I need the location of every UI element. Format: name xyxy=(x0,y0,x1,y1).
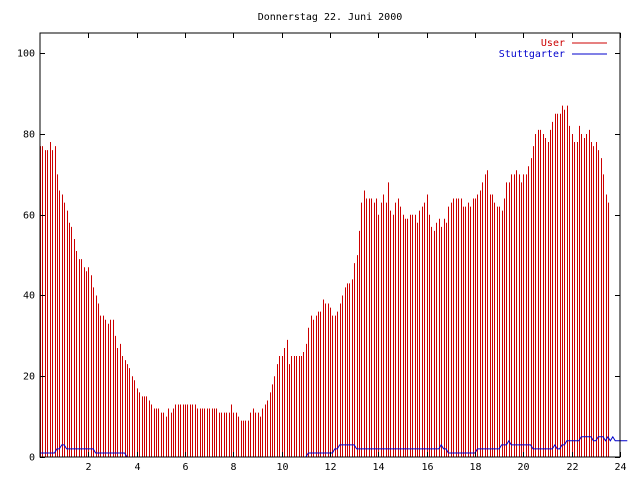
stuttgarter-line-group xyxy=(40,435,628,458)
y-tick-label: 0 xyxy=(29,453,35,464)
y-tick-label: 60 xyxy=(23,211,35,222)
x-tick-label: 22 xyxy=(566,462,578,473)
legend-label-user: User xyxy=(541,38,565,49)
y-tick-label: 80 xyxy=(23,130,35,141)
x-tick-label: 8 xyxy=(230,462,236,473)
x-tick-label: 16 xyxy=(421,462,433,473)
x-tick-label: 4 xyxy=(134,462,140,473)
x-tick-label: 24 xyxy=(614,462,626,473)
y-tick-label: 20 xyxy=(23,372,35,383)
legend-label-stuttgarter: Stuttgarter xyxy=(499,49,565,60)
chart-title: Donnerstag 22. Juni 2000 xyxy=(258,12,403,23)
x-tick-label: 20 xyxy=(517,462,529,473)
x-tick-label: 2 xyxy=(85,462,91,473)
x-tick-label: 12 xyxy=(324,462,336,473)
user-bars xyxy=(40,105,609,457)
y-tick-label: 100 xyxy=(17,49,35,60)
legend: User Stuttgarter xyxy=(499,38,607,60)
x-tick-label: 10 xyxy=(276,462,288,473)
stuttgarter-line xyxy=(40,435,628,458)
y-tick-label: 40 xyxy=(23,291,35,302)
x-tick-label: 18 xyxy=(469,462,481,473)
x-tick-label: 6 xyxy=(182,462,188,473)
x-tick-label: 14 xyxy=(372,462,384,473)
